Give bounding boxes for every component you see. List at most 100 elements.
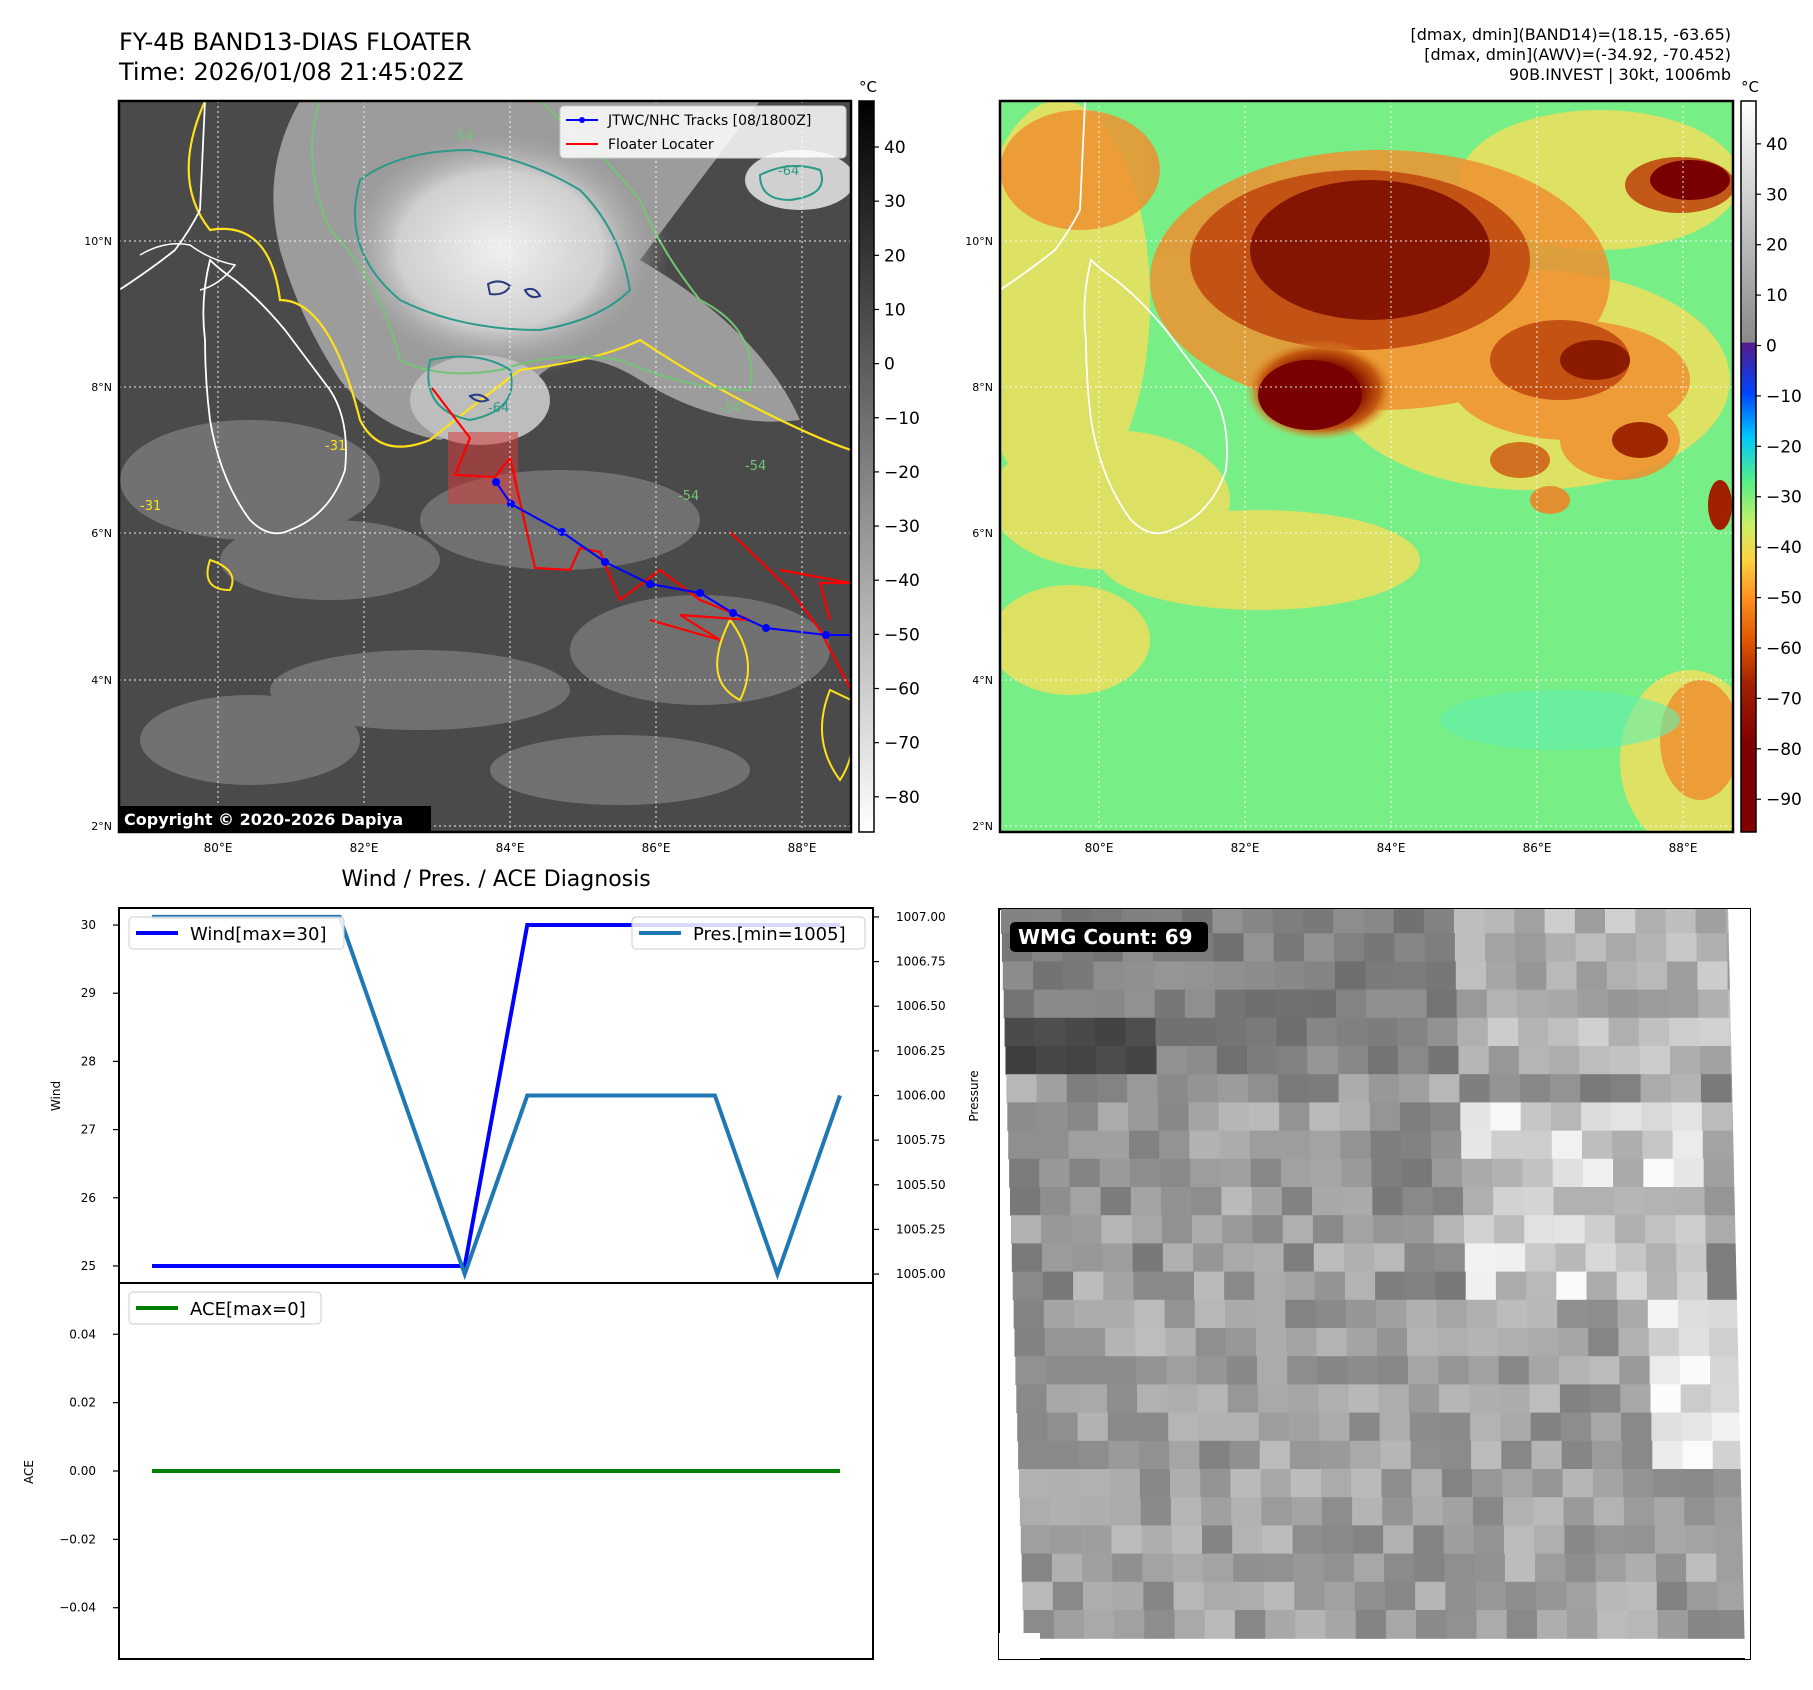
- wmg-cell: [1440, 1440, 1472, 1470]
- wmg-cell: [1696, 933, 1728, 962]
- wmg-cell: [1006, 1074, 1038, 1103]
- wmg-cell: [1112, 1553, 1144, 1583]
- wmg-cell: [1365, 961, 1396, 991]
- wmg-cell: [1187, 1074, 1219, 1103]
- wmg-cell: [1076, 1384, 1108, 1414]
- wmg-cell: [1065, 1017, 1096, 1047]
- wmg-cell: [1195, 1328, 1227, 1357]
- wmg-cell: [1624, 1525, 1656, 1555]
- wmg-cell: [1485, 933, 1516, 962]
- wmg-cell: [1106, 1356, 1137, 1385]
- wmg-cell: [1423, 909, 1455, 934]
- wmg-cell: [1352, 1497, 1383, 1526]
- wmg-cell: [1010, 1215, 1042, 1244]
- wmg-cell: [1405, 1271, 1437, 1301]
- wmg-cell: [1563, 1497, 1595, 1526]
- wmg-cell: [1281, 1187, 1313, 1216]
- wmg-cell: [1474, 1553, 1506, 1583]
- wmg-cell: [1138, 1412, 1169, 1442]
- wmg-cell: [1108, 1440, 1140, 1470]
- colorbar-tick-label: 30: [1766, 185, 1788, 205]
- wmg-cell: [1010, 1187, 1041, 1216]
- wmg-cell: [1214, 961, 1245, 991]
- wmg-cell: [1234, 1581, 1265, 1611]
- wmg-cell: [1617, 1299, 1649, 1329]
- lat-tick-label: 10°N: [965, 235, 993, 248]
- wmg-cell: [1285, 1299, 1317, 1329]
- wmg-cell: [1590, 1384, 1621, 1414]
- colorbar-tick-label: −50: [1766, 589, 1802, 609]
- wmg-cell: [1169, 1440, 1200, 1470]
- ace-tick-label: 0.00: [69, 1464, 96, 1478]
- wmg-cell: [1435, 1271, 1467, 1301]
- wmg-cell: [1163, 1271, 1195, 1301]
- map-right: 10°N 8°N 6°N 4°N 2°N 80°E 82°E 84°E 86°E…: [965, 78, 1802, 855]
- ace-legend: [128, 1291, 322, 1325]
- wmg-cell: [1222, 1215, 1254, 1244]
- wmg-cell: [1677, 1271, 1708, 1301]
- wmg-cell: [1168, 1412, 1199, 1442]
- figure-title: FY-4B BAND13-DIAS FLOATER: [119, 28, 472, 56]
- wmg-cell: [1486, 989, 1518, 1019]
- wmg-cell: [1250, 1158, 1282, 1188]
- colorbar-tick-label: 0: [884, 355, 895, 375]
- wmg-cell: [1384, 1553, 1415, 1583]
- wmg-cell: [1623, 1497, 1655, 1526]
- wmg-cell: [1109, 1469, 1141, 1498]
- wmg-cell: [1592, 1469, 1624, 1498]
- wmg-cell: [1465, 1271, 1497, 1301]
- wmg-cell: [1342, 1187, 1373, 1216]
- wmg-cell: [1686, 1553, 1717, 1583]
- wmg-cell: [1143, 1581, 1175, 1611]
- wmg-cell: [1605, 933, 1637, 962]
- wmg-cell: [1476, 1610, 1508, 1639]
- colorbar-tick-label: −20: [884, 463, 920, 483]
- wmg-cell: [1050, 1497, 1081, 1526]
- wmg-cell: [1546, 961, 1578, 991]
- lat-tick-label: 6°N: [91, 527, 112, 540]
- wmg-cell: [1627, 1610, 1659, 1639]
- wmg-cell: [1425, 961, 1457, 991]
- wmg-cell: [1142, 1553, 1174, 1583]
- wmg-cell: [1083, 1610, 1115, 1639]
- wmg-cell: [1318, 1384, 1350, 1414]
- wmg-cell: [1685, 1525, 1716, 1555]
- wmg-cell: [1231, 1497, 1263, 1526]
- wmg-cell: [1710, 1384, 1742, 1414]
- wmg-cell: [1215, 989, 1246, 1019]
- wmg-cell: [1338, 1074, 1370, 1103]
- wmg-cell: [1105, 1328, 1136, 1357]
- wmg-cell: [1348, 1384, 1380, 1414]
- wmg-cell: [1499, 1384, 1531, 1414]
- wmg-cell: [1165, 1328, 1197, 1357]
- wmg-cell: [1713, 1469, 1745, 1498]
- wmg-cell: [1426, 989, 1458, 1019]
- jtwc-track-line: [495, 481, 851, 636]
- wmg-cell: [1381, 1469, 1413, 1498]
- wmg-cell: [1645, 1215, 1676, 1244]
- wmg-cell: [1678, 1328, 1710, 1357]
- wmg-cell: [1127, 1074, 1158, 1103]
- wmg-cell: [1665, 909, 1697, 934]
- ace-ylabel: ACE: [22, 1460, 36, 1484]
- wmg-cell: [1531, 1440, 1563, 1470]
- colorbar-tick-label: 10: [1766, 286, 1788, 306]
- wmg-cell: [1262, 1525, 1294, 1555]
- wmg-cell: [1614, 1187, 1645, 1216]
- wmg-cell: [1637, 961, 1668, 991]
- wmg-cell: [1559, 1356, 1590, 1385]
- wmg-cell: [1669, 1046, 1701, 1075]
- wmg-cell: [1518, 1046, 1550, 1075]
- wmg-cell: [1066, 1074, 1098, 1103]
- wmg-cell: [1408, 1356, 1439, 1385]
- wmg-cell: [1033, 989, 1065, 1019]
- wmg-cell: [1079, 1469, 1111, 1498]
- colorbar-tick-label: −30: [884, 517, 920, 537]
- wmg-cell: [1114, 1610, 1145, 1639]
- colorbar-tick-label: 10: [884, 300, 906, 320]
- wmg-cell: [1248, 1102, 1280, 1132]
- wmg-cell: [1683, 1469, 1715, 1498]
- wmg-cell: [1201, 1497, 1232, 1526]
- wmg-cell: [1554, 1215, 1586, 1244]
- wmg-cell: [1676, 1243, 1707, 1273]
